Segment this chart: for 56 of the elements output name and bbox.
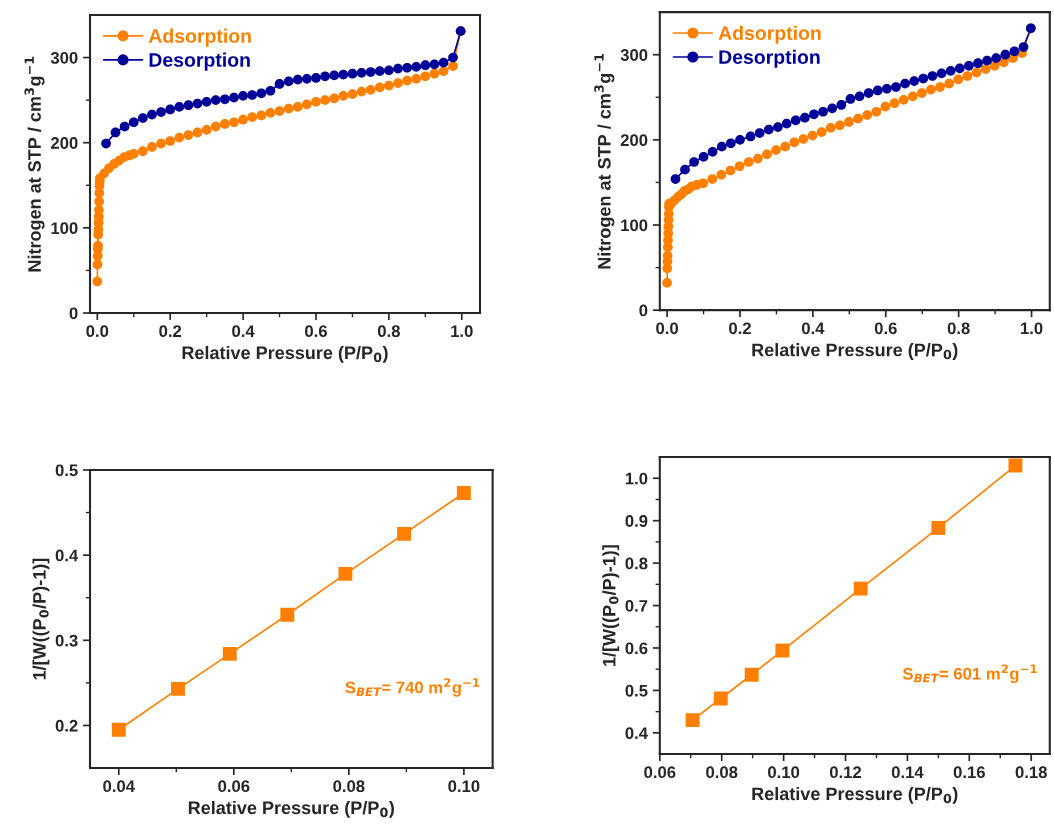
y-tick-label: 0 [639,304,648,317]
x-tick-label: 0.06 [644,766,676,779]
x-tick-label: 0.8 [377,325,400,338]
y-axis-title: 1/[W((P$_{0}$/P)-1)] [32,558,50,680]
x-tick-label: 0.0 [656,322,678,335]
x-tick-label: 0.10 [768,766,800,779]
y-tick-label: 300 [620,49,648,61]
y-tick-label: 200 [620,134,648,147]
x-tick-label: 0.08 [706,766,738,779]
x-tick-label: 0.4 [801,322,825,335]
x-tick-label: 0.6 [874,322,897,335]
y-tick-label: 0.7 [625,599,648,612]
x-tick-label: 0.0 [86,325,109,338]
y-tick-label: 0 [69,307,78,320]
x-tick-label: 0.14 [891,766,924,779]
x-tick-label: 0.16 [953,766,985,779]
x-tick-label: 0.18 [1015,766,1047,779]
y-tick-label: 300 [50,51,78,64]
y-tick-label: 200 [50,137,78,149]
legend-label: Adsorption [148,28,251,47]
x-tick-label: 0.12 [829,766,862,779]
x-tick-label: 0.08 [333,780,365,793]
y-tick-label: 0.4 [625,727,648,740]
y-tick-label: 1.0 [625,472,648,485]
x-tick-label: 0.6 [305,325,327,338]
y-axis-title: Nitrogen at STP / cm$^{3}$g$^{−1}$ [24,56,45,272]
x-tick-label: 0.8 [947,322,970,335]
x-axis-title: Relative Pressure (P/P$_{0}$) [188,800,394,818]
y-tick-label: 0.5 [55,464,78,477]
y-tick-label: 0.5 [625,684,648,697]
annotation: S$_{BET}$= 740 m$^{2}$g$^{−1}$ [345,678,480,697]
legend-label: Adsorption [718,25,821,44]
x-tick-label: 0.06 [218,780,250,793]
annotation: S$_{BET}$= 601 m$^{2}$g$^{−1}$ [902,664,1037,684]
y-axis-title: 1/[W((P$_{0}$/P)-1)] [602,545,620,666]
y-tick-label: 0.8 [625,557,648,570]
y-tick-label: 0.6 [625,642,648,655]
x-axis-title: Relative Pressure (P/P$_{0}$) [752,343,958,360]
x-axis-title: Relative Pressure (P/P$_{0}$) [752,786,958,804]
x-axis-title: Relative Pressure (P/P$_{0}$) [182,345,388,363]
y-tick-label: 100 [621,219,648,232]
x-tick-label: 1.0 [1021,322,1043,335]
y-tick-label: 0.9 [625,515,648,527]
y-axis-title: Nitrogen at STP / cm$^{3}$g$^{−1}$ [594,54,615,269]
x-tick-label: 0.10 [448,780,480,793]
y-tick-label: 0.3 [55,634,78,647]
x-tick-label: 0.4 [232,325,255,338]
x-tick-label: 0.2 [729,322,751,335]
y-tick-label: 0.4 [55,549,79,562]
y-tick-label: 100 [51,222,78,235]
x-tick-label: 0.2 [159,325,182,338]
legend-label: Desorption [719,49,820,68]
x-tick-label: 0.04 [103,780,135,793]
x-tick-label: 1.0 [451,325,473,338]
legend-label: Desorption [149,52,250,71]
y-tick-label: 0.2 [55,719,78,732]
